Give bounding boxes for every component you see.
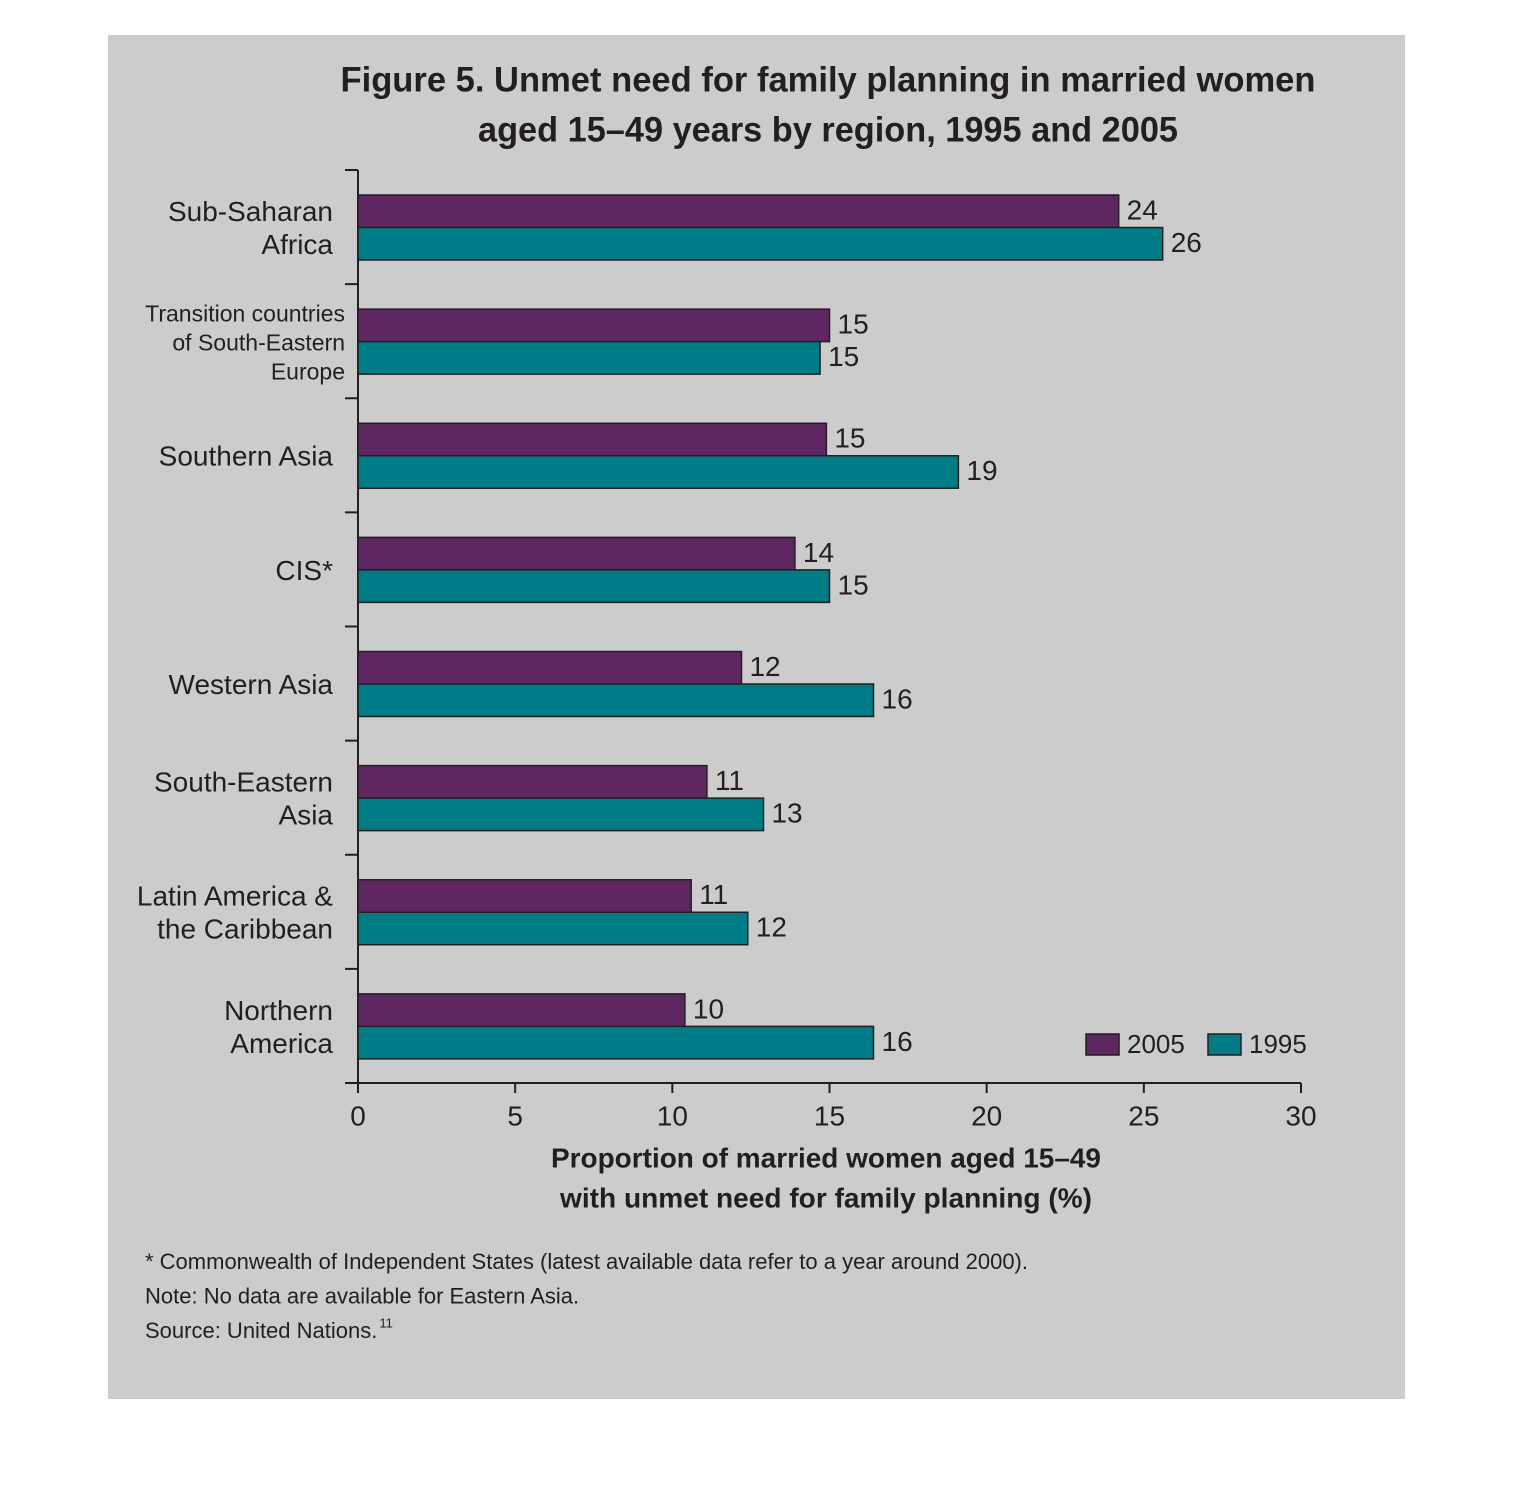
bar	[357, 1025, 875, 1060]
y-tick-label: Latin America &	[137, 881, 333, 912]
bar	[357, 993, 686, 1028]
bar	[357, 194, 1120, 229]
y-tick-label: CIS*	[275, 555, 333, 586]
x-tick-label: 5	[507, 1100, 523, 1131]
y-tick-label: Asia	[279, 800, 334, 831]
value-label: 15	[834, 423, 865, 454]
value-label: 14	[803, 537, 834, 568]
legend-swatch	[1207, 1033, 1242, 1056]
bar	[357, 797, 765, 832]
y-tick-label: of South-Eastern	[172, 329, 345, 355]
legend-label: 2005	[1127, 1029, 1185, 1059]
y-tick-label: Europe	[271, 358, 345, 384]
value-label: 16	[882, 683, 913, 714]
bar	[357, 650, 743, 685]
y-tick-label: Northern	[224, 995, 333, 1026]
bar	[357, 308, 831, 343]
bar	[357, 455, 960, 489]
chart-title: aged 15–49 years by region, 1995 and 200…	[478, 110, 1178, 149]
note: * Commonwealth of Independent States (la…	[145, 1249, 1028, 1274]
bar	[357, 569, 831, 604]
x-tick-label: 15	[814, 1100, 845, 1131]
x-tick-label: 30	[1285, 1100, 1316, 1131]
x-tick-label: 0	[350, 1100, 366, 1131]
y-tick-label: the Caribbean	[157, 914, 333, 945]
value-label: 16	[882, 1026, 913, 1057]
value-label: 15	[838, 569, 869, 600]
bar	[357, 536, 796, 571]
bar	[357, 226, 1164, 261]
note: Note: No data are available for Eastern …	[145, 1283, 579, 1308]
bar	[357, 340, 821, 375]
chart-title: Figure 5. Unmet need for family planning…	[341, 60, 1316, 99]
value-label: 13	[771, 798, 802, 829]
value-label: 12	[749, 651, 780, 682]
y-tick-label: South-Eastern	[154, 767, 333, 798]
x-tick-label: 25	[1128, 1100, 1159, 1131]
value-label: 12	[756, 912, 787, 943]
bar	[357, 764, 708, 799]
bar	[357, 683, 875, 718]
y-tick-label: America	[230, 1028, 333, 1059]
value-label: 19	[966, 455, 997, 486]
bar	[357, 879, 692, 913]
y-tick-label: Transition countries	[145, 300, 345, 326]
source-ref: 11	[379, 1315, 393, 1330]
bar	[357, 422, 828, 457]
x-tick-label: 20	[971, 1100, 1002, 1131]
x-axis-label: with unmet need for family planning (%)	[559, 1182, 1092, 1213]
y-tick-label: Western Asia	[169, 669, 334, 700]
value-label: 11	[699, 879, 728, 910]
note: Source: United Nations.	[145, 1318, 377, 1343]
value-label: 10	[693, 993, 724, 1024]
y-tick-label: Africa	[261, 229, 333, 260]
value-label: 26	[1171, 227, 1202, 258]
legend-swatch	[1085, 1033, 1120, 1056]
value-label: 15	[838, 309, 869, 340]
value-label: 15	[828, 341, 859, 372]
value-label: 24	[1127, 194, 1158, 225]
y-tick-label: Sub-Saharan	[168, 196, 333, 227]
legend-label: 1995	[1249, 1029, 1307, 1059]
y-tick-label: Southern Asia	[159, 441, 334, 472]
x-tick-label: 10	[657, 1100, 688, 1131]
x-axis-label: Proportion of married women aged 15–49	[551, 1142, 1101, 1173]
value-label: 11	[715, 765, 744, 796]
bar	[357, 911, 749, 946]
